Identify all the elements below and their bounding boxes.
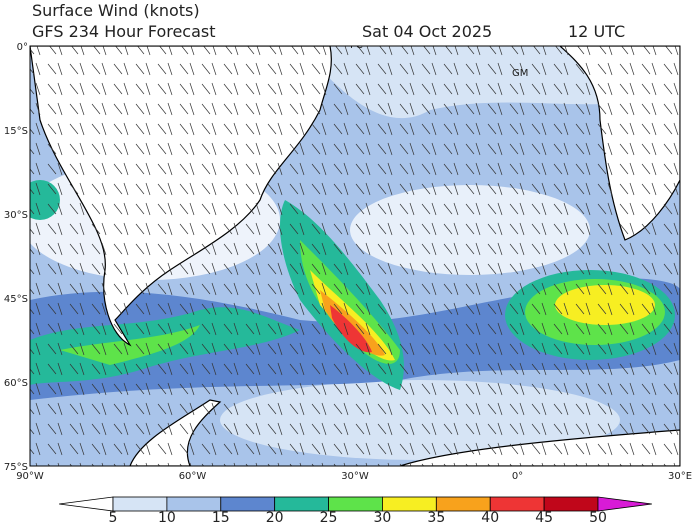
colorbar-segment [166,496,222,512]
colorbar-segment [220,496,276,512]
subtitle: GFS 234 Hour Forecast [32,22,216,41]
colorbar-tick-label: 40 [481,510,499,525]
colorbar-segment [328,496,383,512]
lat-label: 45°S [4,294,28,305]
date: Sat 04 Oct 2025 [362,22,492,41]
colorbar-segment [543,496,599,512]
lat-label: 15°S [4,126,28,137]
colorbar-segment [274,496,329,512]
colorbar-tick-label: 45 [535,510,553,525]
colorbar-segment [489,496,545,512]
lon-label: 60°W [179,471,207,482]
colorbar-segment [112,496,168,512]
colorbar-tick-label: 50 [589,510,607,525]
colorbar-segment [382,496,437,512]
colorbar-tick-label: 5 [109,510,118,525]
colorbar-tick-label: 15 [212,510,230,525]
lat-label: 60°S [4,378,28,389]
colorbar-tick-label: 20 [266,510,284,525]
colorbar-end [597,496,652,512]
colorbar-tick-label: 35 [427,510,445,525]
map-frame [29,45,681,467]
colorbar-tick-label: 25 [320,510,338,525]
lon-label: 30°W [341,471,369,482]
lat-label: 75°S [4,462,28,473]
lat-label: 0° [17,42,28,53]
title: Surface Wind (knots) [32,1,200,20]
colorbar-segment [435,496,491,512]
colorbar-tick-label: 30 [374,510,392,525]
lon-label: 0° [512,471,523,482]
colorbar-tick-label: 10 [158,510,176,525]
lat-label: 30°S [4,210,28,221]
lon-label: 90°W [16,471,44,482]
time: 12 UTC [568,22,625,41]
place-label: GM [512,68,528,79]
lon-label: 30°E [668,471,692,482]
colorbar-end [59,496,114,512]
map: FC GM [30,40,680,466]
place-label: FC [350,40,363,51]
